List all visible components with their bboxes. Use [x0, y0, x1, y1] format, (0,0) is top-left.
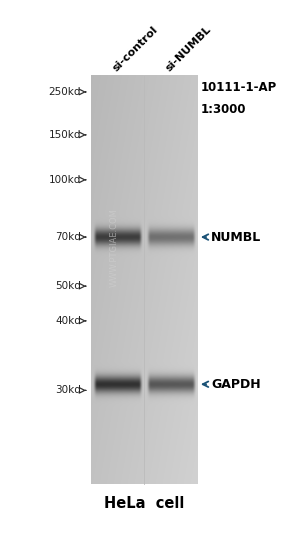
Text: si-control: si-control — [110, 25, 159, 73]
Text: 100kd: 100kd — [48, 175, 81, 185]
Text: 150kd: 150kd — [48, 130, 81, 140]
Text: 40kd: 40kd — [55, 316, 81, 326]
Text: si-NUMBL: si-NUMBL — [163, 25, 213, 73]
Text: 30kd: 30kd — [55, 385, 81, 395]
Text: 70kd: 70kd — [55, 232, 81, 242]
Text: HeLa  cell: HeLa cell — [104, 496, 184, 511]
Text: WWW.PTGIAE.COM: WWW.PTGIAE.COM — [110, 208, 119, 287]
Text: 50kd: 50kd — [55, 281, 81, 291]
Text: GAPDH: GAPDH — [211, 378, 261, 391]
Text: 250kd: 250kd — [48, 87, 81, 97]
Text: 1:3000: 1:3000 — [201, 102, 246, 115]
Text: 10111-1-AP: 10111-1-AP — [201, 81, 277, 94]
Text: NUMBL: NUMBL — [211, 231, 261, 244]
